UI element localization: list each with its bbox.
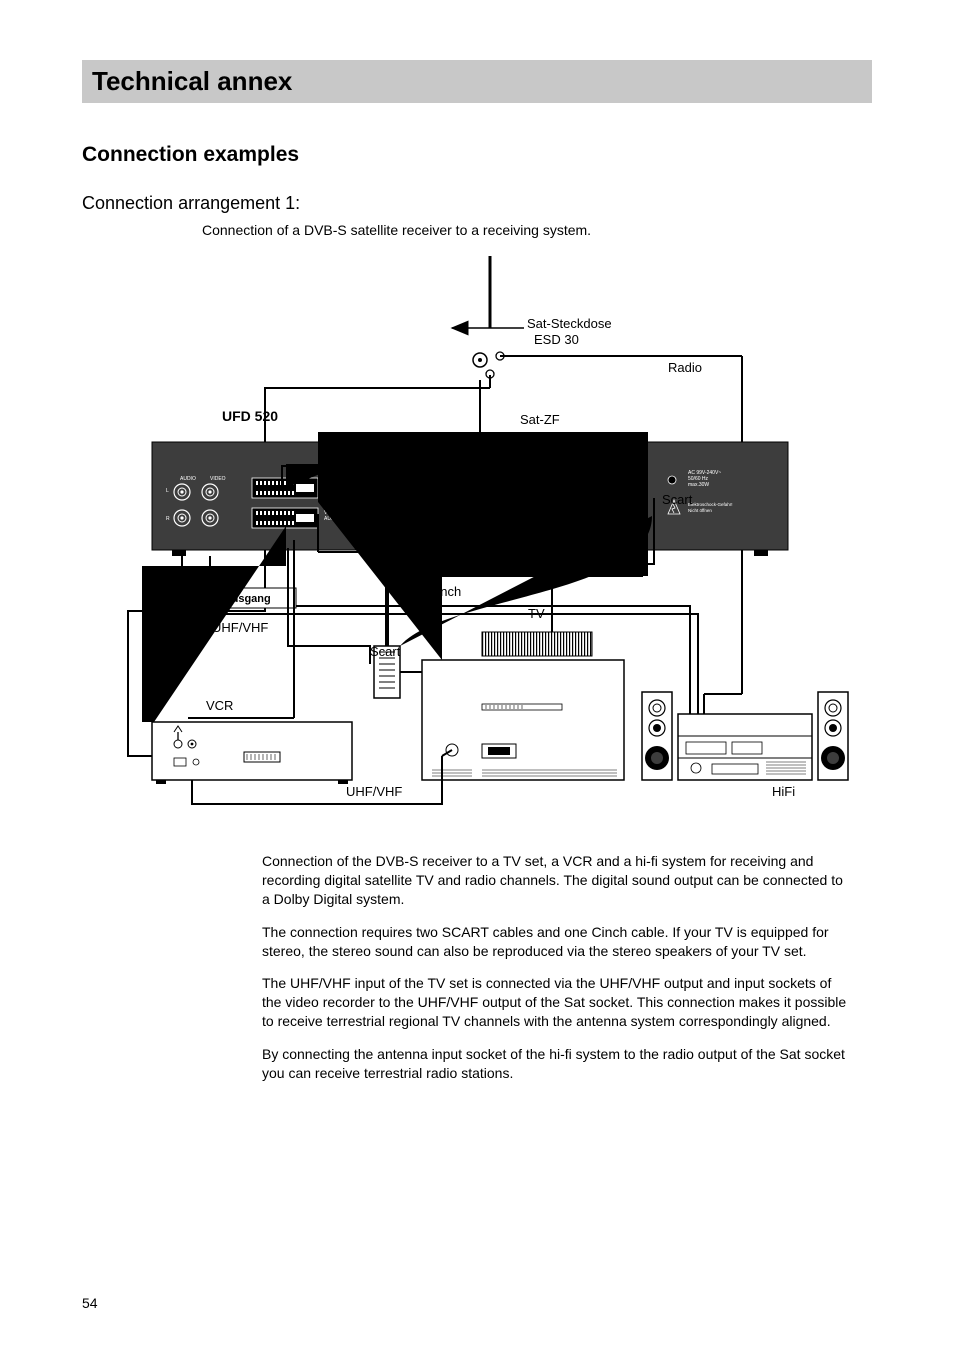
label-satzf: Sat-ZF [520,412,560,427]
svg-text:Elektroschock-Gefahr!: Elektroschock-Gefahr! [688,502,733,507]
label-vcr: VCR [206,698,233,713]
hifi-box [642,692,848,780]
label-radio: Radio [668,360,702,375]
title-bar: Technical annex [82,60,872,103]
label-sat-steckdose: Sat-Steckdose [527,316,612,331]
connection-diagram: Sat-Steckdose ESD 30 Radio UFD 520 [82,256,872,816]
svg-text:VIDEO: VIDEO [210,476,226,482]
label-scart-right: Scart [662,492,693,507]
figure-caption: Connection of a DVB-S satellite receiver… [202,222,872,238]
paragraph: The UHF/VHF input of the TV set is conne… [262,974,852,1031]
label-tv: TV [528,606,545,621]
paragraph: The connection requires two SCART cables… [262,923,852,961]
label-uhfvhf-lower: UHF/VHF [346,784,402,799]
svg-text:L: L [166,488,169,494]
section-heading: Connection examples [82,143,872,167]
body-text: Connection of the DVB-S receiver to a TV… [262,852,852,1083]
label-scart-left: Scart [370,644,401,659]
paragraph: Connection of the DVB-S receiver to a TV… [262,852,852,909]
page-number: 54 [82,1295,98,1311]
svg-text:R: R [166,516,170,522]
paragraph: By connecting the antenna input socket o… [262,1045,852,1083]
label-esd30: ESD 30 [534,332,579,347]
page-title: Technical annex [92,66,862,97]
subsection-heading: Connection arrangement 1: [82,193,872,214]
svg-text:Nicht öffnen: Nicht öffnen [688,508,712,513]
svg-text:AUDIO: AUDIO [180,476,196,482]
label-ufd520: UFD 520 [222,408,278,424]
label-hifi: HiFi [772,784,795,799]
vcr-box [152,722,352,784]
svg-text:max.30W: max.30W [688,482,709,488]
tv-box [422,632,624,780]
